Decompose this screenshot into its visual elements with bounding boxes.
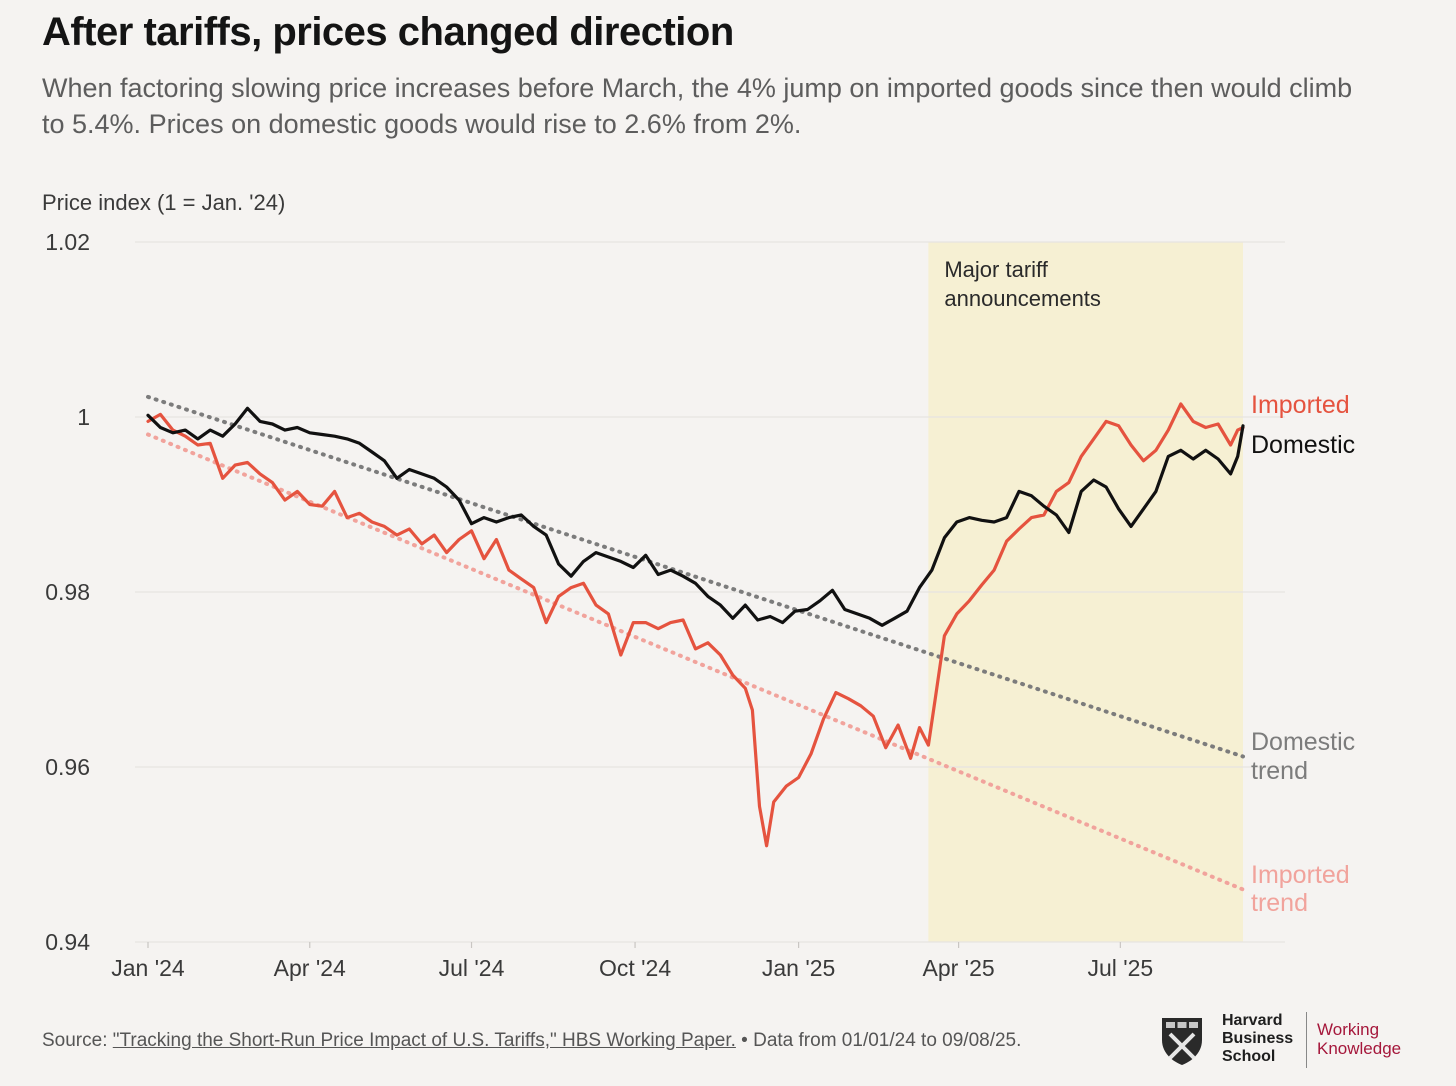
hbs-working-knowledge-logo: Harvard Business School Working Knowledg…	[1160, 1010, 1420, 1074]
y-axis: 0.94 0.96 0.98 1 1.02	[45, 229, 90, 955]
x-tick-label: Jul '24	[439, 955, 505, 981]
domestic-series-label: Domestic	[1251, 431, 1355, 459]
band-label-line1: Major tariff	[944, 257, 1048, 282]
x-tick-label: Oct '24	[599, 955, 671, 981]
chart-title: After tariffs, prices changed direction	[42, 10, 734, 54]
x-tick-label: Apr '24	[274, 955, 346, 981]
hbs-line2: Business	[1222, 1030, 1294, 1047]
y-axis-label: Price index (1 = Jan. '24)	[42, 190, 285, 215]
imported-trend-label-line2: trend	[1251, 889, 1308, 917]
domestic-trend-label-line2: trend	[1251, 757, 1308, 785]
source-link[interactable]: "Tracking the Short-Run Price Impact of …	[112, 1030, 736, 1051]
y-tick-label: 0.96	[45, 754, 90, 780]
hbs-line3: School	[1222, 1048, 1276, 1065]
series-line-domestic-trend	[146, 394, 1245, 759]
x-tick-label: Jul '25	[1087, 955, 1153, 981]
imported-trend-label-line1: Imported	[1251, 861, 1350, 889]
x-tick-label: Jan '25	[762, 955, 835, 981]
domestic-trend-label-line1: Domestic	[1251, 728, 1355, 756]
source-suffix: • Data from 01/01/24 to 09/08/25.	[735, 1030, 1022, 1051]
series-group	[146, 394, 1245, 892]
x-axis: Jan '24 Apr '24 Jul '24 Oct '24 Jan '25 Apr '…	[111, 942, 1153, 981]
x-tick-label: Apr '25	[923, 955, 995, 981]
source-footer: Source: "Tracking the Short-Run Price Im…	[42, 1030, 1021, 1052]
series-labels: ImportedDomesticDomestictrendImportedtre…	[1251, 391, 1355, 917]
y-tick-label: 0.94	[45, 929, 90, 955]
wk-line1: Working	[1317, 1020, 1380, 1039]
line-chart: Major tariff announcements 0.94 0.96 0.98 1…	[42, 190, 1355, 981]
imported-series-label: Imported	[1251, 391, 1350, 419]
grid	[135, 241, 1285, 943]
series-line-imported	[146, 402, 1245, 848]
y-tick-label: 1.02	[45, 229, 90, 255]
hbs-line1: Harvard	[1222, 1012, 1283, 1029]
y-tick-label: 0.98	[45, 579, 90, 605]
source-prefix: Source:	[42, 1030, 113, 1051]
hbs-shield-icon	[1162, 1018, 1202, 1065]
working-knowledge-wordmark: Working Knowledge	[1317, 1020, 1401, 1058]
series-line-imported-trend	[146, 432, 1245, 892]
x-tick-label: Jan '24	[111, 955, 185, 981]
wk-line2: Knowledge	[1317, 1039, 1402, 1058]
chart-subtitle: When factoring slowing price increases b…	[42, 73, 1353, 139]
y-tick-label: 1	[77, 404, 90, 430]
band-label-line2: announcements	[944, 286, 1101, 311]
series-line-domestic	[146, 406, 1245, 627]
logo-divider	[1306, 1012, 1307, 1068]
hbs-wordmark: Harvard Business School	[1222, 1012, 1293, 1066]
